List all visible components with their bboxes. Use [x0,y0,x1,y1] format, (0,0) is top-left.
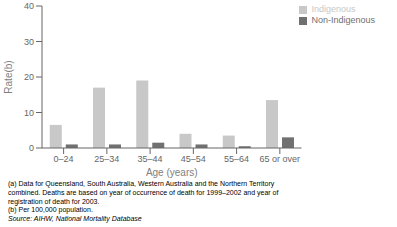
html-text:Source: AIHW, National Mortali: Source: AIHW, National Mortality Databas… [8,215,142,223]
svg-text:0: 0 [29,143,34,153]
svg-text:40: 40 [24,1,34,11]
html-text:Non-Indigenous: Non-Indigenous [311,15,375,25]
html-text:registration of death for 2003: registration of death for 2003. [8,197,100,205]
html-text:(b) Per 100,000 population.: (b) Per 100,000 population. [8,206,93,214]
svg-text:45–54: 45–54 [181,154,206,164]
html-text:combined. Deaths are based on: combined. Deaths are based on year of oc… [8,188,279,196]
svg-text:65 or over: 65 or over [260,154,301,164]
svg-text:0–24: 0–24 [54,154,74,164]
svg-text:35–44: 35–44 [138,154,163,164]
svg-text:Age (years): Age (years) [146,167,198,178]
svg-text:25–34: 25–34 [94,154,119,164]
svg-text:20: 20 [24,72,34,82]
svg-text:10: 10 [24,108,34,118]
svg-text:Rate(b): Rate(b) [3,60,14,93]
html-text:Indigenous: Indigenous [311,4,356,14]
html-text:(a) Data for Queensland, South: (a) Data for Queensland, South Australia… [8,180,275,187]
svg-text:30: 30 [24,37,34,47]
svg-text:55–64: 55–64 [224,154,249,164]
